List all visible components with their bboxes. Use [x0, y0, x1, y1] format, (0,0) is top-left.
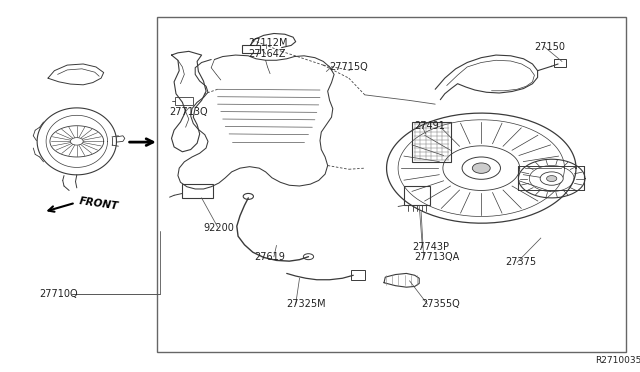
Circle shape: [462, 157, 500, 179]
Text: 27491: 27491: [415, 122, 445, 131]
Circle shape: [472, 163, 490, 173]
Text: 27619: 27619: [255, 252, 285, 262]
Text: 27325M: 27325M: [287, 299, 326, 309]
Bar: [242, 45, 260, 53]
Circle shape: [303, 254, 314, 260]
Bar: [157, 17, 626, 352]
Bar: [175, 97, 193, 105]
Text: 27713QA: 27713QA: [415, 253, 460, 262]
Text: R2710035: R2710035: [595, 356, 640, 365]
Circle shape: [540, 172, 563, 185]
Circle shape: [243, 193, 253, 199]
Bar: [351, 270, 365, 280]
Text: 27710Q: 27710Q: [40, 289, 78, 299]
Bar: [182, 184, 213, 198]
Text: 27743P: 27743P: [412, 243, 449, 252]
Text: 27150: 27150: [534, 42, 565, 51]
Text: 27164Z: 27164Z: [248, 49, 286, 59]
Bar: [404, 186, 430, 205]
Bar: [554, 59, 566, 67]
Circle shape: [547, 176, 557, 182]
Circle shape: [70, 138, 83, 145]
Text: FRONT: FRONT: [78, 196, 119, 212]
Text: 27715Q: 27715Q: [330, 62, 369, 72]
Bar: [412, 122, 451, 162]
Text: 27713Q: 27713Q: [170, 107, 208, 116]
Text: 92200: 92200: [203, 223, 234, 232]
Text: 27355Q: 27355Q: [421, 299, 460, 309]
Text: 27112M: 27112M: [248, 38, 288, 48]
Text: 27375: 27375: [506, 257, 537, 267]
